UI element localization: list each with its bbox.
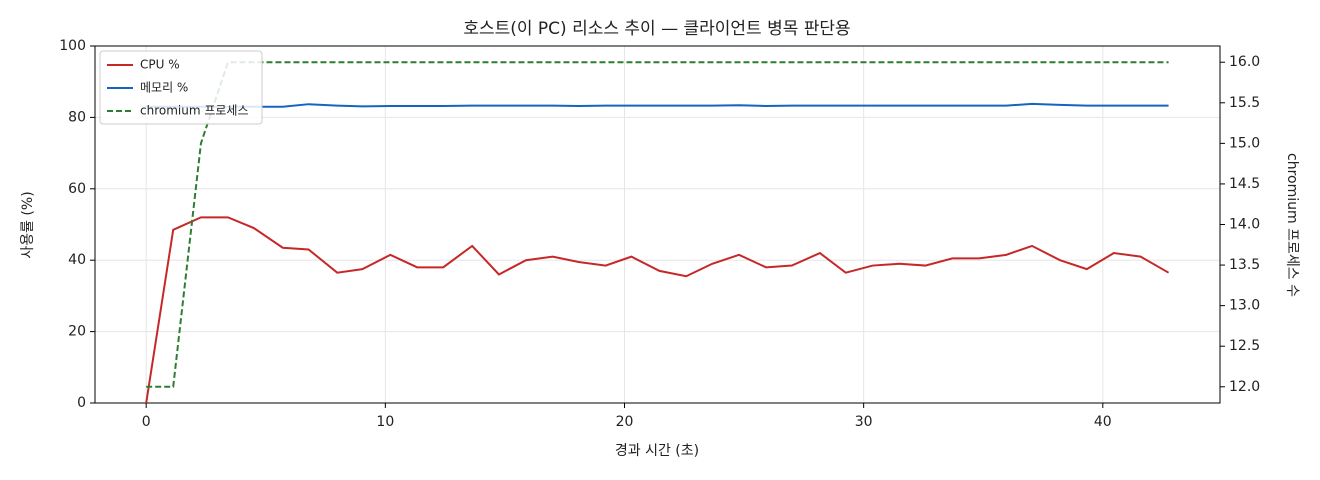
series-line	[145, 216, 1170, 404]
y2-tick-label: 12.5	[1229, 338, 1260, 354]
y-tick-label: 40	[68, 252, 86, 268]
y-tick-label: 80	[68, 109, 86, 125]
y-axis-label: 사용률 (%)	[20, 191, 36, 258]
y2-tick-label: 12.0	[1229, 379, 1260, 395]
y-tick-label: 100	[59, 38, 86, 54]
x-tick-label: 10	[376, 414, 394, 430]
x-tick-label: 0	[142, 414, 151, 430]
legend-label: chromium 프로세스	[140, 104, 249, 118]
x-tick-label: 30	[855, 414, 873, 430]
y2-axis-label: chromium 프로세스 수	[1284, 153, 1300, 297]
series-line	[146, 61, 1169, 388]
x-axis-label: 경과 시간 (초)	[615, 443, 699, 459]
y2-tick-label: 13.0	[1229, 298, 1260, 314]
y2-tick-label: 13.5	[1229, 257, 1260, 273]
legend-label: CPU %	[140, 58, 180, 72]
legend-label: 메모리 %	[140, 81, 188, 95]
y-tick-label: 60	[68, 181, 86, 197]
x-tick-label: 20	[616, 414, 634, 430]
chart-title: 호스트(이 PC) 리소스 추이 — 클라이언트 병목 판단용	[463, 19, 850, 39]
legend-box	[99, 50, 263, 125]
series-line	[146, 102, 1169, 108]
y-tick-label: 20	[68, 324, 86, 340]
y2-tick-label: 14.5	[1229, 176, 1260, 192]
y2-tick-label: 16.0	[1229, 54, 1260, 70]
x-tick-label: 40	[1094, 414, 1112, 430]
y2-tick-label: 15.0	[1229, 135, 1260, 151]
y-tick-label: 0	[77, 395, 86, 411]
y2-tick-label: 14.0	[1229, 217, 1260, 233]
y2-tick-label: 15.5	[1229, 95, 1260, 111]
plot-frame	[94, 45, 1221, 404]
